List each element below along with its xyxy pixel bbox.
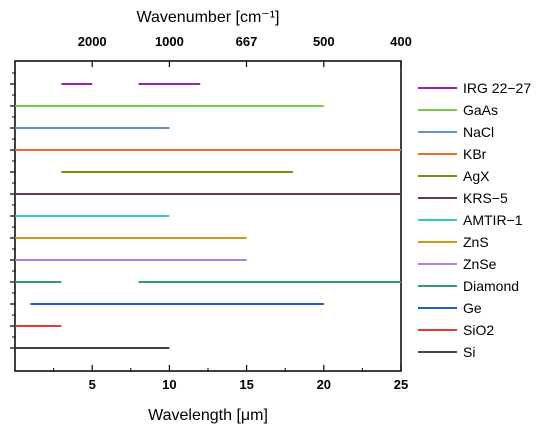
top-axis-title: Wavenumber [cm⁻¹] — [137, 9, 280, 26]
legend-label: KRS−5 — [463, 190, 508, 206]
plot-area: 5 10 15 20 25 2000 1000 667 500 400 — [10, 34, 412, 392]
legend-label: ZnSe — [463, 256, 497, 272]
legend: IRG 22−27 GaAs NaCl KBr AgX KRS−5 AMTIR−1 ZnS Zn… — [418, 80, 531, 360]
legend-label: SiO2 — [463, 322, 494, 338]
legend-label: IRG 22−27 — [463, 80, 531, 96]
legend-label: Diamond — [463, 278, 519, 294]
x-tick-label: 25 — [394, 377, 408, 392]
legend-label: NaCl — [463, 124, 494, 140]
top-tick-label: 1000 — [155, 34, 184, 49]
legend-label: Si — [463, 344, 475, 360]
x-tick-label: 5 — [89, 377, 96, 392]
legend-label: KBr — [463, 146, 487, 162]
legend-label: ZnS — [463, 234, 489, 250]
top-tick-label: 2000 — [78, 34, 107, 49]
bottom-axis-title: Wavelength [μm] — [148, 407, 268, 424]
top-tick-label: 667 — [236, 34, 258, 49]
legend-label: Ge — [463, 300, 482, 316]
x-tick-label: 10 — [162, 377, 176, 392]
x-tick-label: 15 — [239, 377, 253, 392]
top-tick-label: 400 — [390, 34, 412, 49]
legend-label: AMTIR−1 — [463, 212, 523, 228]
legend-label: AgX — [463, 168, 490, 184]
top-tick-label: 500 — [313, 34, 335, 49]
legend-label: GaAs — [463, 102, 498, 118]
x-tick-label: 20 — [317, 377, 331, 392]
